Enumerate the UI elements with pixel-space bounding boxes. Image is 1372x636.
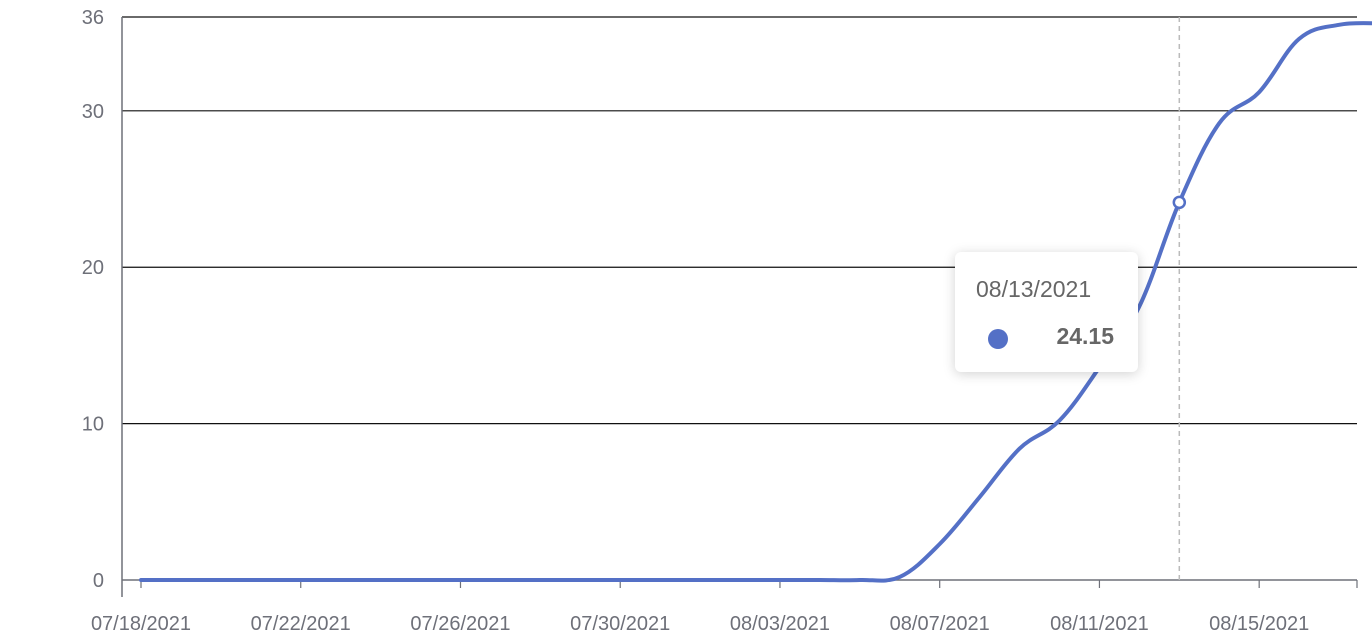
y-tick-label-0: 0: [93, 570, 104, 592]
x-tick-label-08/07/2021: 08/07/2021: [890, 613, 990, 635]
x-tick-label-08/15/2021: 08/15/2021: [1209, 613, 1309, 635]
tooltip-date: 08/13/2021: [976, 276, 1092, 302]
y-tick-label-20: 20: [82, 257, 104, 279]
tooltip-value: 24.15: [1056, 323, 1114, 349]
x-tick-label-07/26/2021: 07/26/2021: [410, 613, 510, 635]
grid-lines: [122, 16, 1357, 425]
y-tick-label-36: 36: [82, 7, 104, 29]
y-axis-ticks: 0 10 20 30 36: [82, 7, 104, 592]
hover-point: [1172, 195, 1187, 210]
x-tick-label-08/11/2021: 08/11/2021: [1050, 613, 1149, 635]
y-tick-label-10: 10: [82, 414, 104, 436]
series-color-marker-icon: [988, 329, 1008, 349]
series-line: [139, 21, 1372, 583]
y-tick-label-30: 30: [82, 101, 104, 123]
x-tick-label-07/22/2021: 07/22/2021: [251, 613, 351, 635]
x-tick-label-07/30/2021: 07/30/2021: [570, 613, 670, 635]
x-axis-ticks: 07/18/2021 07/22/2021 07/26/2021 07/30/2021…: [91, 580, 1358, 635]
axes: [121, 17, 1357, 597]
x-tick-label-08/03/2021: 08/03/2021: [730, 613, 830, 635]
tooltip: 08/13/2021 24.15: [955, 252, 1138, 372]
series[interactable]: [139, 21, 1372, 583]
x-tick-label-07/18/2021: 07/18/2021: [91, 613, 191, 635]
